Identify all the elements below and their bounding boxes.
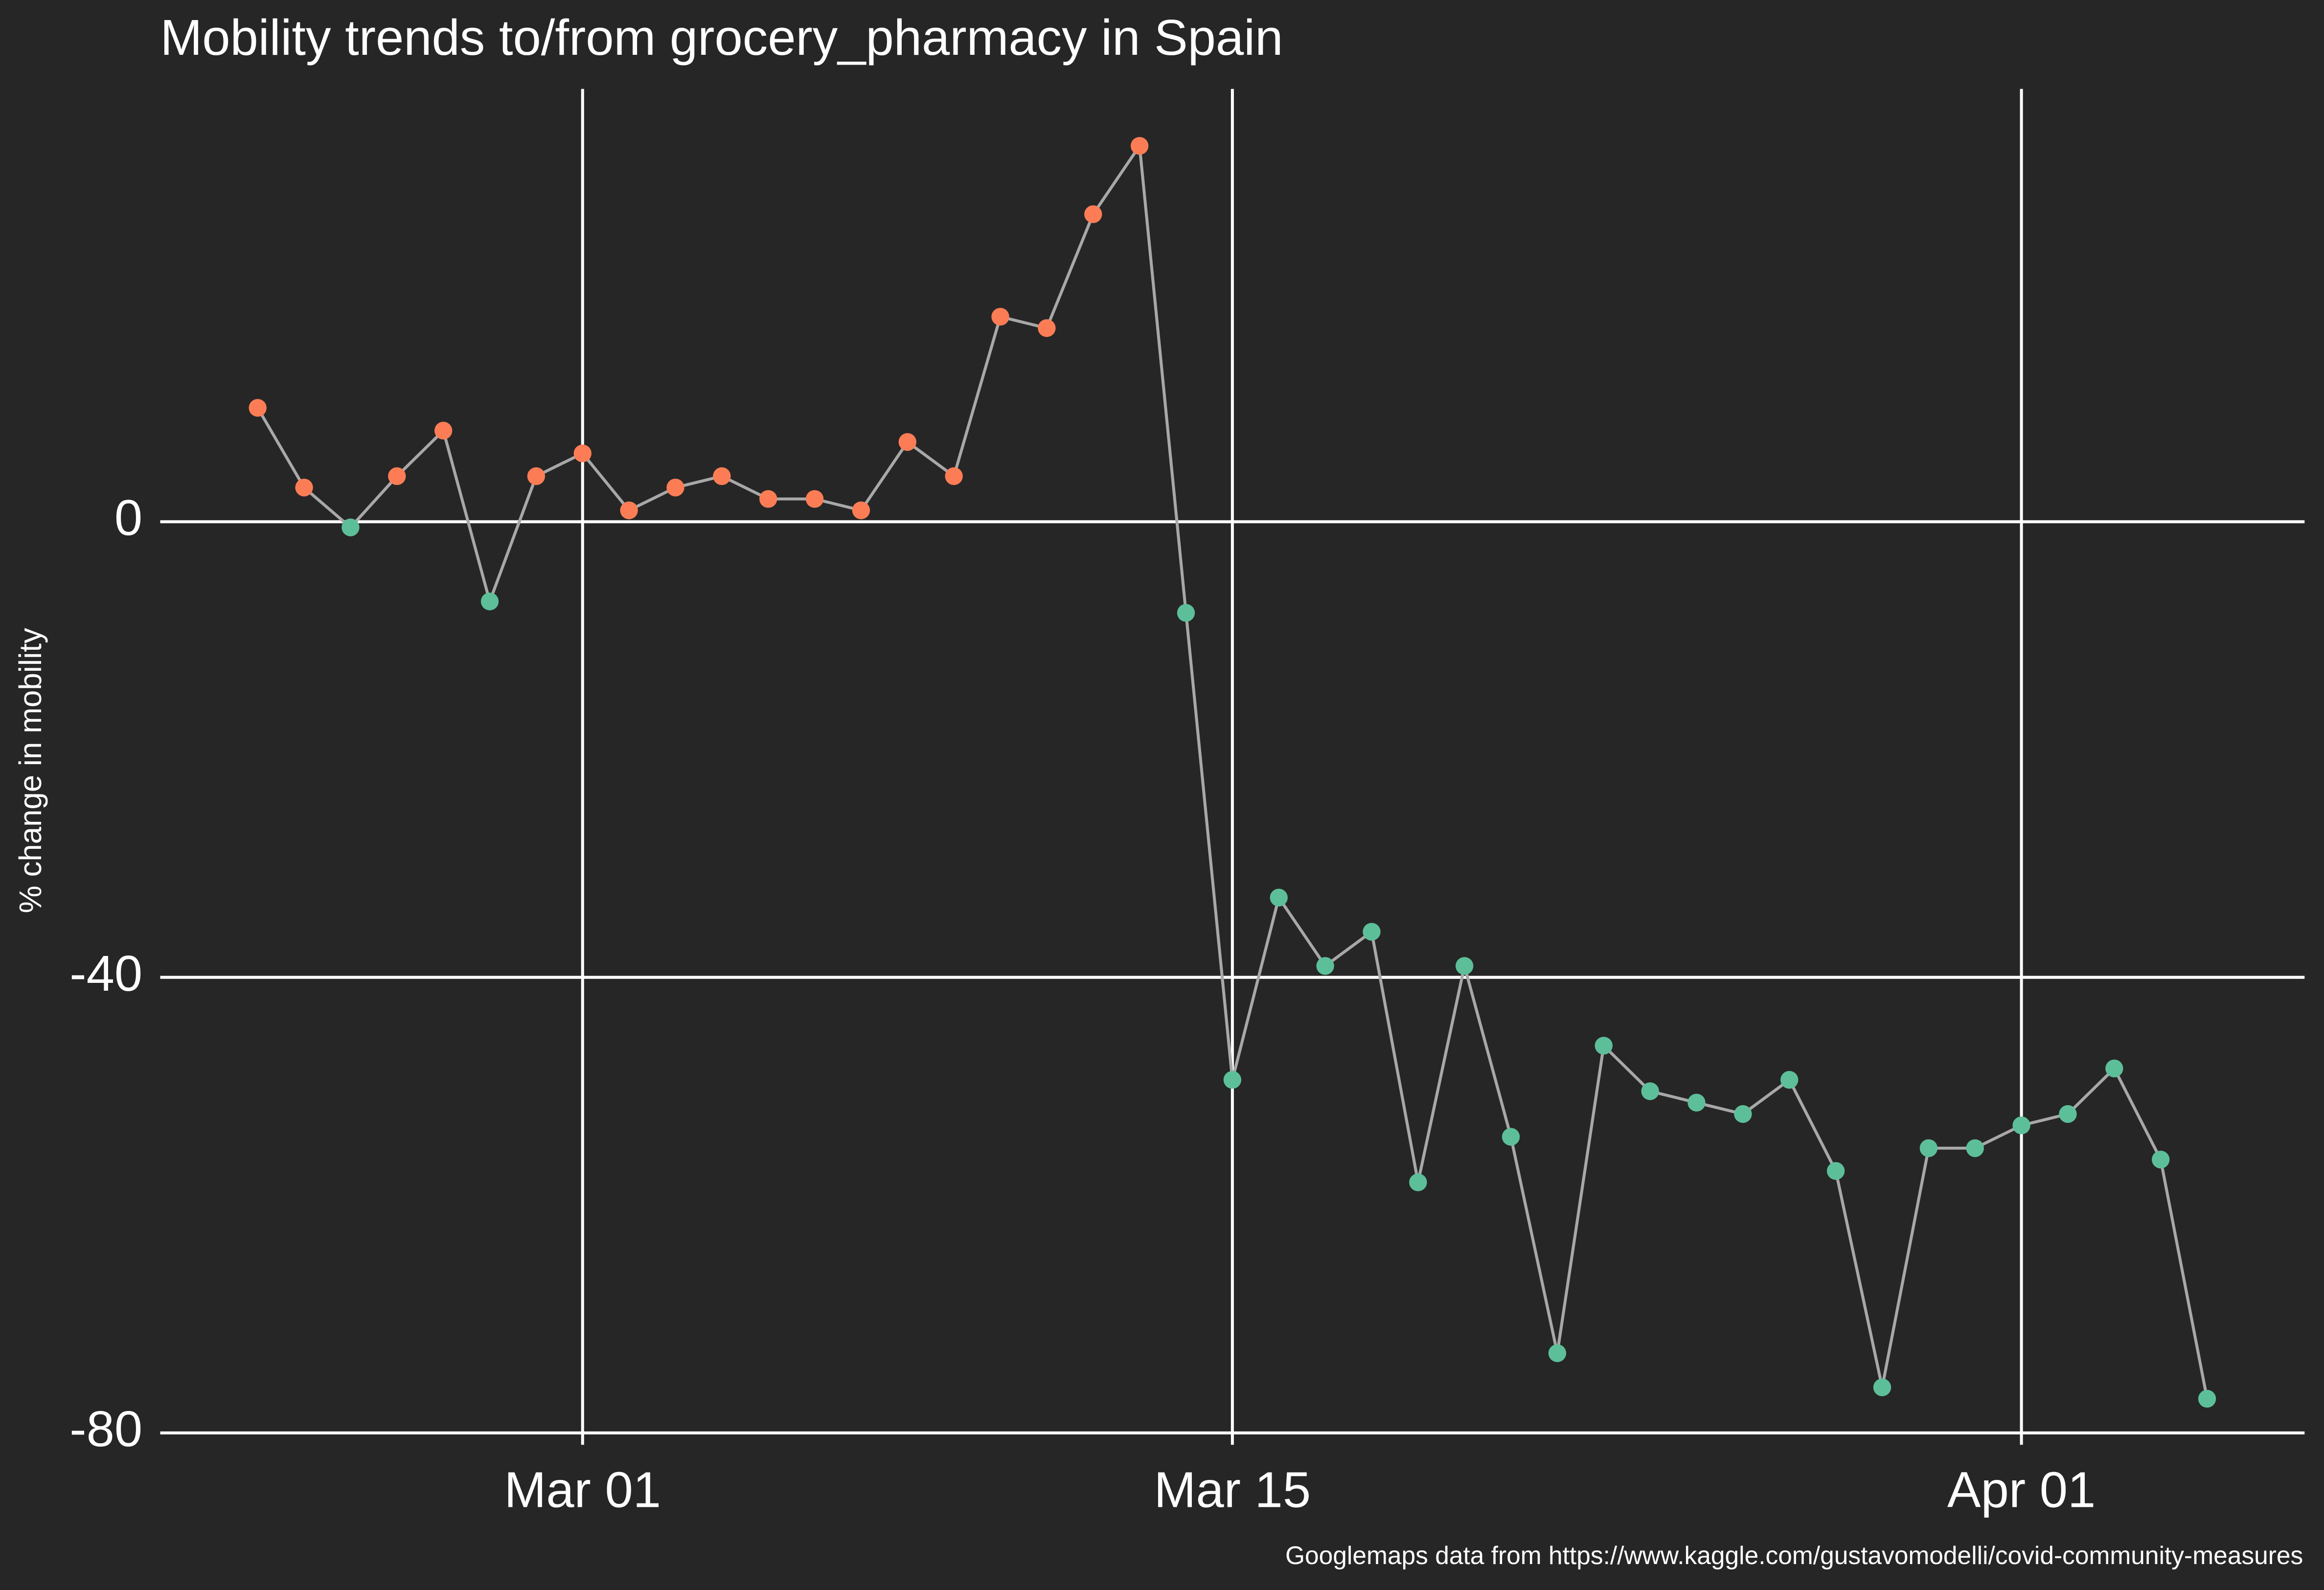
data-point [480, 592, 499, 611]
data-point [1687, 1093, 1706, 1112]
data-point [1641, 1082, 1659, 1100]
data-point [1038, 319, 1056, 337]
data-point [1780, 1071, 1799, 1089]
x-tick-label: Mar 15 [1154, 1461, 1311, 1518]
data-point [249, 399, 267, 417]
data-point [1873, 1378, 1891, 1396]
y-tick-label: -40 [69, 945, 142, 1001]
y-tick-label: -80 [69, 1401, 142, 1457]
data-point [991, 308, 1009, 326]
data-point [2059, 1105, 2077, 1123]
data-point [898, 433, 916, 451]
x-tick-label: Mar 01 [504, 1461, 661, 1518]
data-point [1084, 205, 1102, 224]
caption: Googlemaps data from https://www.kaggle.… [1285, 1541, 2303, 1569]
data-point [1177, 604, 1195, 622]
data-point [1734, 1105, 1752, 1123]
data-point [1409, 1173, 1427, 1191]
data-point [1270, 888, 1288, 907]
data-point [1919, 1139, 1938, 1158]
data-point [2198, 1389, 2216, 1408]
y-tick-label: 0 [114, 490, 142, 546]
data-point [295, 478, 313, 497]
data-point [620, 501, 638, 520]
data-point [1502, 1128, 1520, 1146]
data-point [2012, 1116, 2030, 1135]
data-point [527, 467, 546, 485]
data-point [852, 501, 870, 520]
data-point [1595, 1037, 1613, 1055]
data-point [1826, 1162, 1845, 1180]
data-point [342, 518, 360, 537]
data-point [1223, 1071, 1242, 1089]
y-axis-label: % change in mobility [13, 628, 48, 913]
data-point [1130, 136, 1149, 155]
chart-title: Mobility trends to/from grocery_pharmacy… [160, 9, 1283, 66]
data-point [1456, 957, 1474, 975]
x-tick-label: Apr 01 [1947, 1461, 2096, 1518]
data-point [2105, 1059, 2123, 1078]
data-point [1966, 1139, 1984, 1158]
data-point [2152, 1151, 2170, 1169]
data-point [759, 490, 777, 508]
data-point [388, 467, 406, 485]
data-point [1363, 923, 1381, 941]
data-point [434, 422, 453, 440]
data-point [573, 444, 592, 462]
data-point [805, 490, 824, 508]
data-point [713, 467, 731, 485]
data-point [1316, 957, 1334, 975]
data-point [666, 478, 684, 497]
data-point [945, 467, 963, 485]
data-point [1548, 1344, 1567, 1363]
